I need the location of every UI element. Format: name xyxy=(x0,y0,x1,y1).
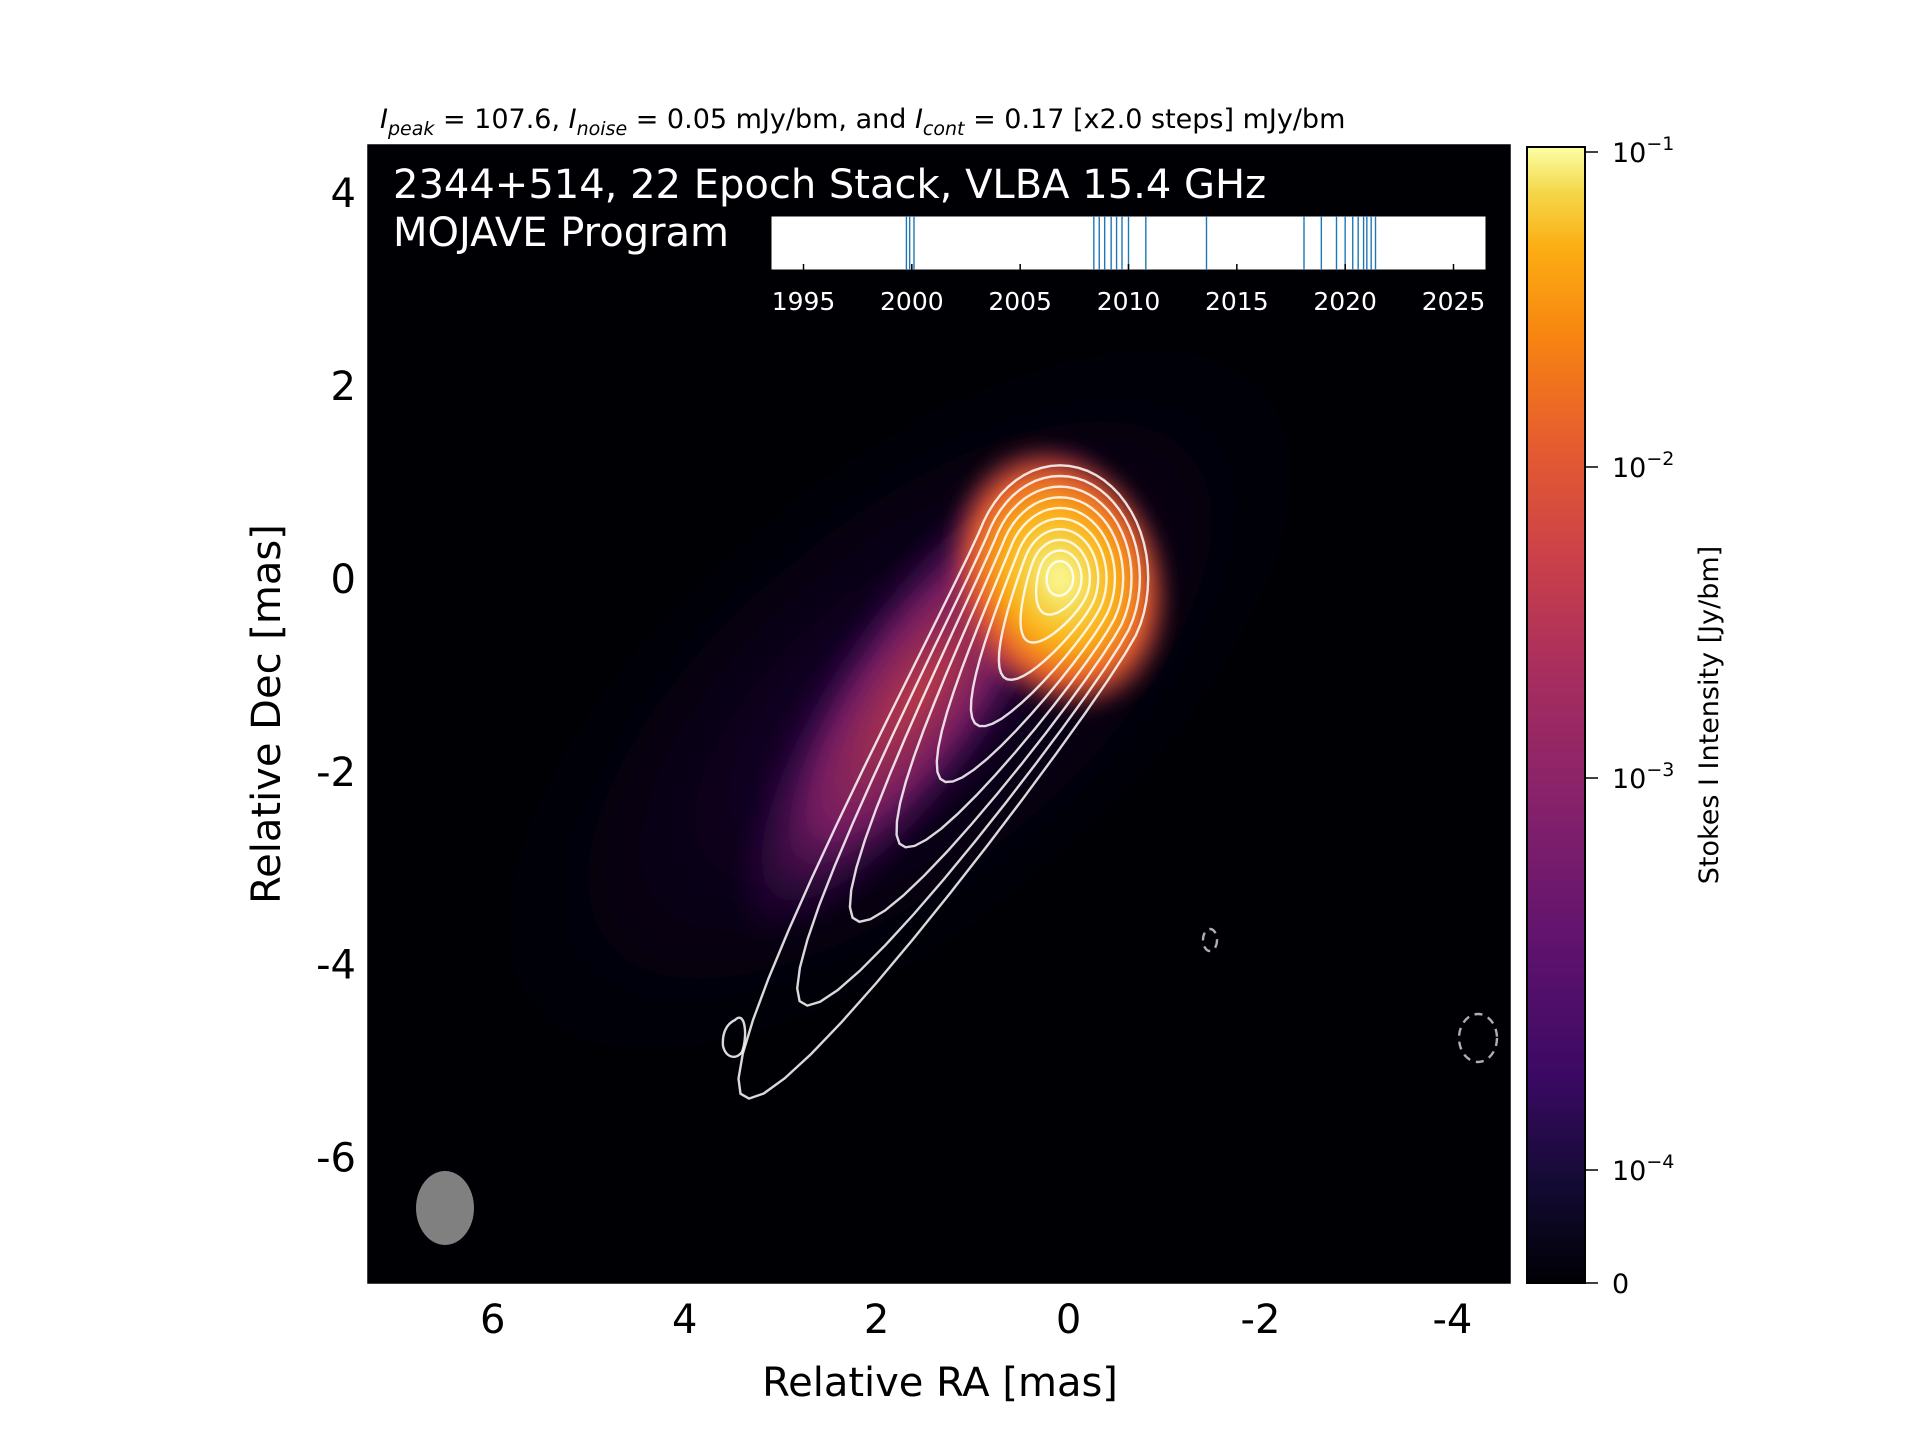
timeline-tick-label: 2000 xyxy=(880,287,944,316)
x-tick-label: -4 xyxy=(1432,1297,1472,1343)
timeline-tick-label: 2015 xyxy=(1205,287,1269,316)
negative-contour xyxy=(1457,1012,1499,1064)
beam-ellipse xyxy=(416,1171,474,1245)
x-tick-label: 4 xyxy=(672,1297,697,1343)
source-title: 2344+514, 22 Epoch Stack, VLBA 15.4 GHz xyxy=(393,162,1266,208)
contour-level xyxy=(737,464,1150,1100)
stats-header: Ipeak = 107.6, Inoise = 0.05 mJy/bm, and… xyxy=(380,104,1345,140)
epoch-lines xyxy=(905,216,1377,270)
cont-symbol: I xyxy=(915,104,923,135)
noise-subscript: noise xyxy=(577,118,628,140)
contour-island xyxy=(721,1016,747,1058)
noise-symbol: I xyxy=(569,104,577,135)
contour-level xyxy=(935,506,1117,784)
colorbar-ticks: 10−1 10−2 10−3 10−4 0 xyxy=(1585,133,1674,1300)
epoch-timeline: 1995 2000 2005 2010 2015 2020 2025 xyxy=(770,215,1487,316)
x-tick-label: -2 xyxy=(1241,1297,1281,1343)
colorbar-tick-label: 10−3 xyxy=(1612,759,1674,795)
peak-value: = 107.6, xyxy=(434,104,568,135)
contour-level xyxy=(1019,538,1092,644)
x-tick-label: 0 xyxy=(1056,1297,1081,1343)
x-axis-label: Relative RA [mas] xyxy=(762,1360,1118,1406)
map-frame xyxy=(367,144,1511,1284)
colorbar-tick-label: 0 xyxy=(1612,1269,1629,1300)
x-axis: 6 4 2 0 -2 -4 xyxy=(480,1273,1472,1343)
cont-subscript: cont xyxy=(923,118,966,140)
noise-value: = 0.05 mJy/bm, and xyxy=(627,104,915,135)
peak-symbol: I xyxy=(380,104,388,135)
contour-level xyxy=(795,474,1142,1007)
contour-level xyxy=(997,527,1100,682)
x-tick-label: 6 xyxy=(480,1297,505,1343)
contour-level xyxy=(969,517,1108,728)
contour-level xyxy=(848,485,1133,924)
y-axis-label: Relative Dec [mas] xyxy=(244,524,290,904)
contour-level xyxy=(895,496,1125,849)
core-emission xyxy=(946,441,1174,715)
colorbar-tick-label: 10−4 xyxy=(1612,1151,1674,1187)
program-label: MOJAVE Program xyxy=(393,210,729,256)
timeline-tick-label: 2005 xyxy=(988,287,1052,316)
colorbar-label: Stokes I Intensity [Jy/bm] xyxy=(1694,546,1725,884)
timeline-tick-label: 1995 xyxy=(772,287,836,316)
intensity-map xyxy=(367,144,1511,1284)
timeline-tick-label: 2010 xyxy=(1097,287,1161,316)
y-tick-label: -6 xyxy=(316,1136,356,1182)
y-tick-label: 2 xyxy=(331,364,356,410)
contour-level xyxy=(1045,559,1075,597)
colorbar: 10−1 10−2 10−3 10−4 0 Stokes I Intensity [Jy… xyxy=(1526,133,1725,1300)
y-tick-label: 4 xyxy=(331,171,356,217)
y-tick-label: 0 xyxy=(331,557,356,603)
peak-subscript: peak xyxy=(387,118,435,140)
timeline-tick-label: 2020 xyxy=(1313,287,1377,316)
colorbar-tick-label: 10−2 xyxy=(1612,448,1674,484)
contour-set xyxy=(721,464,1499,1100)
cont-value: = 0.17 [x2.0 steps] mJy/bm xyxy=(964,104,1345,135)
timeline-tick-label: 2025 xyxy=(1422,287,1486,316)
colorbar-tick-label: 10−1 xyxy=(1612,133,1674,169)
negative-contour xyxy=(1201,927,1219,953)
y-tick-label: -4 xyxy=(316,943,356,989)
y-tick-label: -2 xyxy=(316,750,356,796)
x-tick-label: 2 xyxy=(864,1297,889,1343)
contour-level xyxy=(1034,549,1083,616)
timeline-ticks: 1995 2000 2005 2010 2015 2020 2025 xyxy=(772,264,1486,316)
y-axis: 4 2 0 -2 -4 -6 xyxy=(316,171,378,1182)
colorbar-fill xyxy=(1526,146,1586,1284)
